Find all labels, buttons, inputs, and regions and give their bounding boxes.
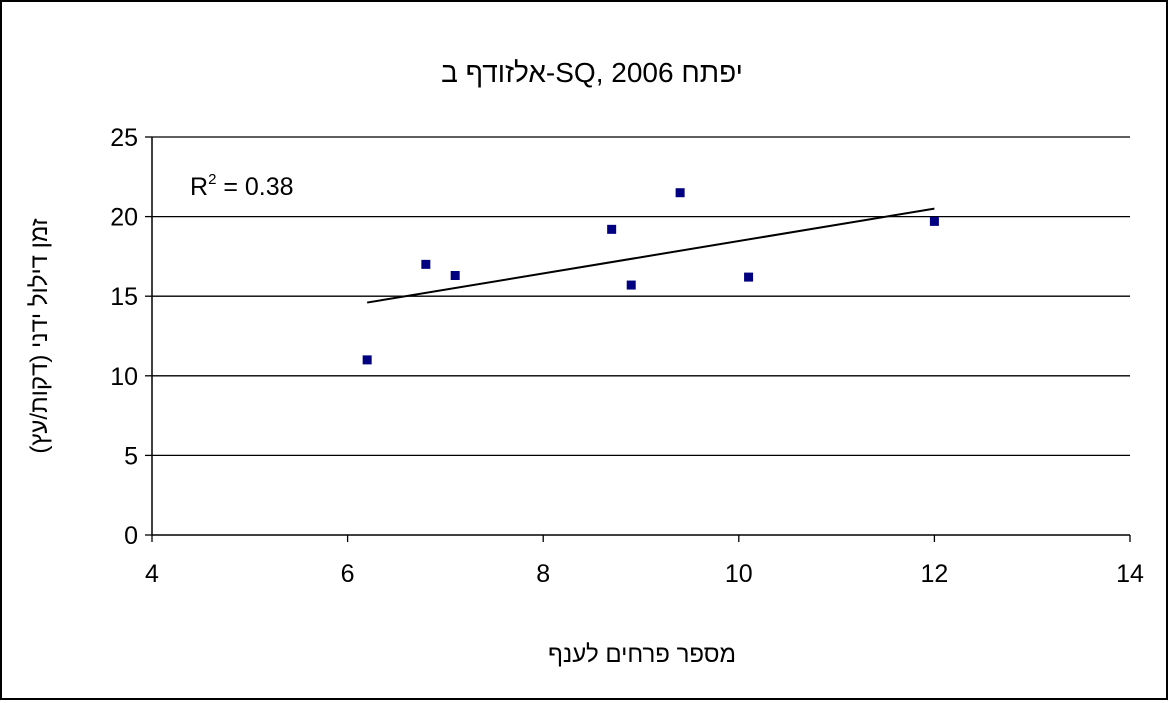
y-tick-label: 0	[124, 522, 138, 550]
x-tick-label: 6	[341, 560, 355, 588]
data-point	[744, 272, 754, 282]
y-tick-label: 10	[110, 363, 138, 391]
data-point	[626, 280, 636, 290]
chart-title: אלזודף ב-SQ, יפתח 2006	[441, 57, 743, 88]
r-squared-symbol: R	[190, 173, 208, 201]
data-point	[929, 216, 939, 226]
data-points	[362, 188, 939, 365]
y-tick-label: 20	[110, 204, 138, 232]
x-tick-label: 12	[920, 560, 948, 588]
y-tick-label: 5	[124, 442, 138, 470]
y-axis-title: זמן דילול ידני (דקות/עץ)	[26, 218, 53, 454]
r-squared-superscript: 2	[208, 171, 216, 188]
data-point	[362, 355, 372, 365]
data-point	[450, 271, 460, 281]
y-tick-label: 15	[110, 283, 138, 311]
data-point	[421, 259, 431, 269]
x-tick-label: 10	[725, 560, 753, 588]
data-point	[675, 188, 685, 198]
x-tick-label: 8	[536, 560, 550, 588]
gridlines	[152, 136, 1130, 457]
r-squared-value: = 0.38	[216, 173, 293, 201]
trendline	[366, 207, 935, 304]
y-tick-label: 25	[110, 124, 138, 152]
data-point	[607, 224, 617, 234]
x-tick-label: 14	[1116, 560, 1144, 588]
x-tick-label: 4	[145, 560, 159, 588]
x-axis-title: מספר פרחים לענף	[548, 641, 736, 668]
y-axis-ticks: 0 5 10 15 20 25	[110, 124, 152, 550]
x-axis-ticks: 4 6 8 10 12 14	[145, 535, 1144, 588]
r-squared-label: R2 = 0.38	[190, 171, 294, 201]
